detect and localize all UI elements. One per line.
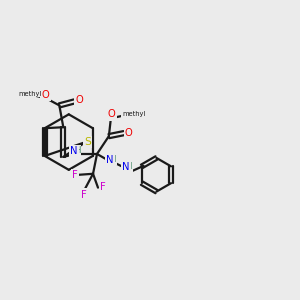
Text: O: O [125, 128, 133, 138]
Text: methyl: methyl [122, 111, 145, 117]
Text: N: N [106, 155, 114, 165]
Text: O: O [108, 109, 116, 119]
Text: N: N [122, 162, 130, 172]
Text: S: S [84, 137, 91, 147]
Text: methyl: methyl [18, 91, 41, 97]
Text: O: O [42, 89, 50, 100]
Text: H: H [74, 146, 80, 155]
Text: N: N [70, 146, 78, 156]
Text: H: H [110, 155, 116, 164]
Text: F: F [72, 170, 78, 180]
Text: O: O [75, 95, 83, 106]
Text: F: F [81, 190, 87, 200]
Text: H: H [125, 162, 132, 171]
Text: F: F [100, 182, 106, 192]
